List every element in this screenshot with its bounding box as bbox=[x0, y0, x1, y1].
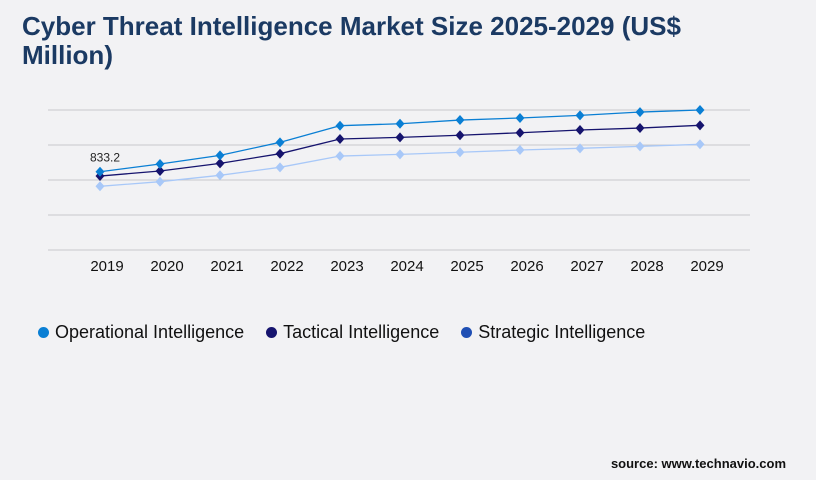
source-note: source: www.technavio.com bbox=[610, 456, 786, 471]
data-point bbox=[695, 139, 705, 150]
data-point bbox=[275, 148, 285, 159]
data-point bbox=[215, 170, 225, 181]
data-point bbox=[455, 147, 465, 158]
x-tick-label: 2026 bbox=[510, 258, 543, 275]
legend-marker-icon bbox=[461, 327, 473, 338]
x-tick-label: 2024 bbox=[390, 258, 423, 275]
data-point bbox=[95, 166, 105, 177]
data-point bbox=[335, 120, 345, 131]
x-tick-label: 2027 bbox=[570, 258, 603, 275]
data-point bbox=[395, 118, 405, 129]
legend-label: Operational Intelligence bbox=[55, 322, 245, 342]
data-point bbox=[275, 137, 285, 148]
legend-item: Tactical Intelligence bbox=[266, 322, 439, 343]
legend-marker-icon bbox=[38, 327, 49, 338]
x-tick-label: 2028 bbox=[630, 258, 663, 275]
data-point bbox=[395, 149, 405, 160]
data-point bbox=[335, 151, 345, 162]
data-point bbox=[275, 162, 285, 173]
line-chart: 2019 2020 2021 2022 2023 2024 2025 2026 2027 2028… bbox=[48, 105, 750, 275]
data-point bbox=[515, 145, 525, 156]
chart-title: Cyber Threat Intelligence Market Size 20… bbox=[22, 11, 681, 70]
data-point bbox=[455, 115, 465, 126]
legend-label: Strategic Intelligence bbox=[478, 322, 646, 342]
x-tick-label: 2029 bbox=[690, 258, 723, 275]
x-tick-label: 2020 bbox=[150, 258, 183, 275]
data-point bbox=[155, 159, 165, 170]
data-point bbox=[575, 110, 585, 121]
legend-label: Tactical Intelligence bbox=[283, 322, 440, 342]
data-point bbox=[395, 132, 405, 143]
legend-item: Operational Intelligence bbox=[38, 322, 244, 343]
data-point bbox=[335, 134, 345, 145]
data-label: 833.2 bbox=[90, 151, 120, 165]
data-point bbox=[455, 130, 465, 141]
data-point bbox=[95, 181, 105, 192]
data-point bbox=[155, 176, 165, 187]
data-point bbox=[695, 120, 705, 131]
data-point bbox=[215, 150, 225, 161]
data-point bbox=[515, 112, 525, 123]
data-point bbox=[515, 127, 525, 138]
data-point bbox=[575, 125, 585, 136]
data-point bbox=[695, 105, 705, 115]
data-point bbox=[635, 141, 645, 152]
data-point bbox=[215, 158, 225, 169]
data-point bbox=[155, 165, 165, 176]
legend-marker-icon bbox=[266, 327, 278, 338]
legend: Operational Intelligence Tactical Intelli… bbox=[38, 322, 645, 343]
data-point bbox=[635, 107, 645, 118]
x-tick-label: 2019 bbox=[90, 258, 123, 275]
data-point bbox=[635, 123, 645, 134]
x-tick-label: 2023 bbox=[330, 258, 363, 275]
data-point bbox=[575, 143, 585, 154]
x-tick-label: 2022 bbox=[270, 258, 303, 275]
legend-item: Strategic Intelligence bbox=[461, 322, 645, 343]
x-tick-label: 2021 bbox=[210, 258, 243, 275]
x-tick-label: 2025 bbox=[450, 258, 483, 275]
